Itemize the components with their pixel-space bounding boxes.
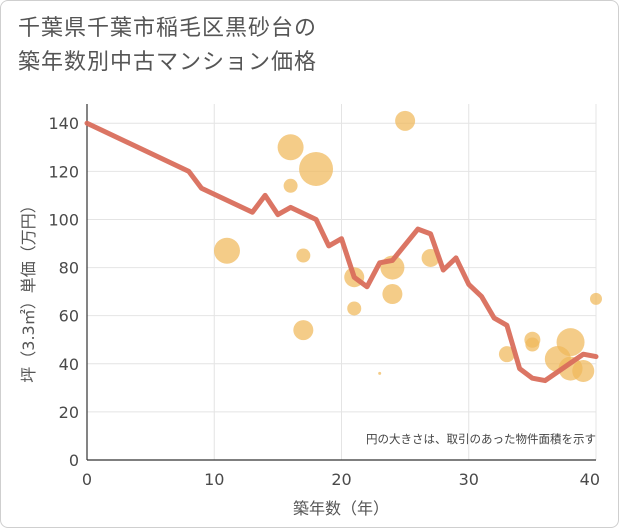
bubble: [395, 110, 416, 131]
bubble: [498, 346, 515, 363]
bubble: [213, 237, 240, 264]
bubble-size-note: 円の大きさは、取引のあった物件面積を示す: [366, 432, 596, 446]
y-tick-label: 80: [59, 259, 79, 278]
bubble: [590, 292, 602, 305]
bubble: [525, 337, 540, 352]
bubble: [347, 301, 362, 316]
bubble: [283, 178, 298, 193]
x-tick-label: 20: [331, 470, 351, 489]
bubble: [296, 248, 311, 263]
y-tick-label: 120: [48, 162, 79, 181]
x-tick-label: 10: [204, 470, 224, 489]
y-tick-label: 40: [59, 355, 79, 374]
x-tick-label: 40: [580, 470, 600, 489]
y-axis-title: 坪（3.3㎡）単価（万円）: [19, 197, 38, 382]
chart-title: 千葉県千葉市稲毛区黒砂台の 築年数別中古マンション価格: [18, 12, 608, 80]
bubble: [378, 371, 382, 375]
y-tick-label: 100: [48, 210, 79, 229]
chart-title-line-1: 千葉県千葉市稲毛区黒砂台の: [18, 16, 318, 41]
y-tick-label: 20: [59, 403, 79, 422]
x-tick-label: 30: [459, 470, 479, 489]
bubble: [382, 284, 403, 305]
x-axis-title: 築年数（年）: [293, 499, 389, 518]
bubble: [293, 320, 314, 341]
bubble: [556, 328, 585, 357]
y-tick-label: 0: [69, 451, 79, 470]
y-tick-label: 60: [59, 307, 79, 326]
bubble: [299, 151, 334, 186]
trend-line-group: [84, 120, 599, 384]
bubbles: [213, 110, 602, 382]
bubble: [277, 134, 304, 161]
bubble: [572, 360, 595, 382]
ticks: 0 20 40 60 80 100 120 140 0 10 20 30 40: [48, 114, 600, 489]
trend-line: [84, 120, 599, 384]
x-tick-label: 0: [82, 470, 92, 489]
y-tick-label: 140: [48, 114, 79, 133]
chart-title-line-2: 築年数別中古マンション価格: [18, 50, 318, 75]
